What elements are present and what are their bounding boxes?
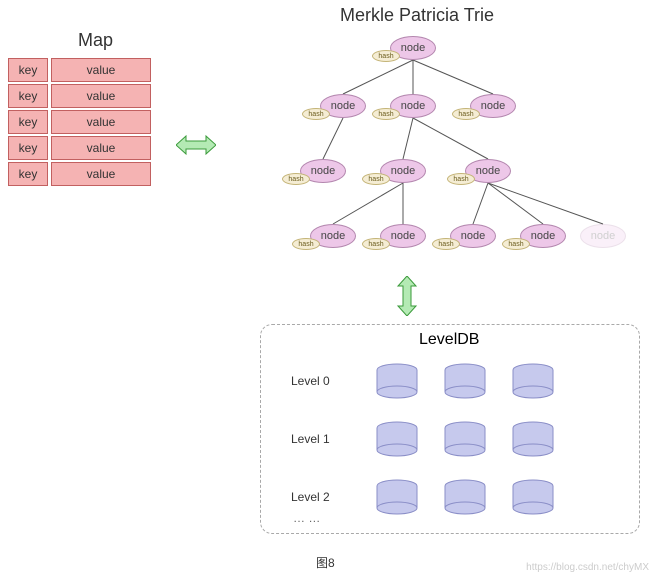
leveldb-row: Level 2 [291,479,555,515]
map-key-cell: key [8,162,48,186]
hash-badge: hash [432,238,460,250]
cylinder-icon [375,363,419,399]
map-value-cell: value [51,136,151,160]
leveldb-title: LevelDB [419,331,479,349]
leveldb-row: Level 0 [291,363,555,399]
map-title: Map [78,30,113,51]
level-label: Level 0 [291,374,351,388]
hash-badge: hash [362,173,390,185]
cylinder-icon [511,479,555,515]
figure-caption: 图8 [316,554,335,571]
hash-badge: hash [292,238,320,250]
cylinder-icon [375,479,419,515]
ellipsis-text: … … [293,511,320,525]
watermark-text: https://blog.csdn.net/chyMX [526,562,649,573]
level-label: Level 2 [291,490,351,504]
map-value-cell: value [51,162,151,186]
map-table: keyvaluekeyvaluekeyvaluekeyvaluekeyvalue [8,58,151,188]
cylinder-icon [511,363,555,399]
leveldb-row: Level 1 [291,421,555,457]
hash-badge: hash [452,108,480,120]
cylinder-icon [443,479,487,515]
map-value-cell: value [51,58,151,82]
bidirectional-arrow-vertical-icon [396,276,418,316]
map-key-cell: key [8,136,48,160]
cylinder-icon [511,421,555,457]
map-key-cell: key [8,110,48,134]
map-row: keyvalue [8,84,151,108]
map-row: keyvalue [8,110,151,134]
map-row: keyvalue [8,58,151,82]
level-label: Level 1 [291,432,351,446]
hash-badge: hash [282,173,310,185]
hash-badge: hash [447,173,475,185]
leveldb-box: LevelDB Level 0 Level 1 Level 2 [260,324,640,534]
cylinder-icon [375,421,419,457]
hash-badge: hash [302,108,330,120]
merkle-trie: nodehashnodehashnodehashnodehashnodehash… [240,24,640,274]
map-key-cell: key [8,84,48,108]
hash-badge: hash [372,50,400,62]
hash-badge: hash [502,238,530,250]
map-value-cell: value [51,110,151,134]
cylinder-icon [443,421,487,457]
hash-badge: hash [372,108,400,120]
trie-node: node [580,224,626,248]
map-row: keyvalue [8,136,151,160]
map-value-cell: value [51,84,151,108]
cylinder-icon [443,363,487,399]
bidirectional-arrow-icon [176,134,216,156]
trie-title: Merkle Patricia Trie [340,5,494,26]
map-row: keyvalue [8,162,151,186]
map-key-cell: key [8,58,48,82]
hash-badge: hash [362,238,390,250]
